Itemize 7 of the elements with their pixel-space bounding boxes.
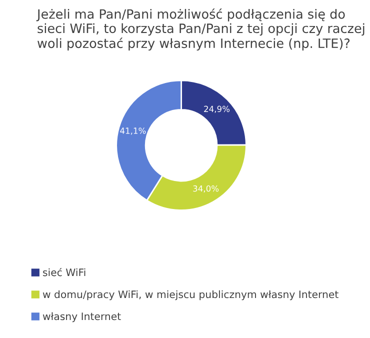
legend-label: własny Internet xyxy=(42,312,121,322)
chart-title: Jeżeli ma Pan/Pani możliwość podłączenia się do sieci WiFi, to korzysta Pan/Pani z tej opcji czy raczej woli pozostać przy własnym Internecie (np. LTE)? xyxy=(36,8,364,51)
legend-label: w domu/pracy WiFi, w miejscu publicznym własny Internet xyxy=(42,290,338,300)
legend-label: sieć WiFi xyxy=(43,268,86,276)
data-label: 41,1% xyxy=(120,128,146,135)
data-label: 34,0% xyxy=(193,185,219,193)
data-label: 24,9% xyxy=(204,106,230,113)
